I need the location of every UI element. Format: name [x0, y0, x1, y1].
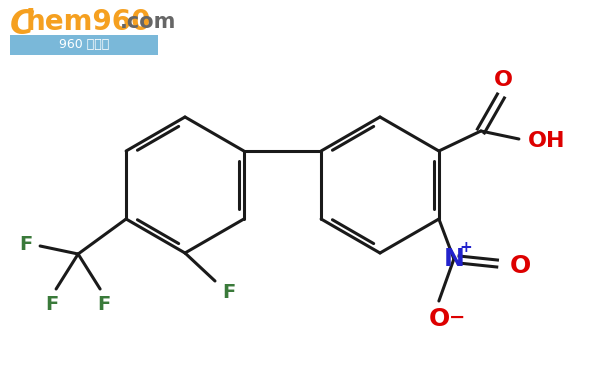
Text: F: F: [19, 234, 33, 254]
Text: O: O: [509, 254, 531, 278]
FancyBboxPatch shape: [10, 35, 158, 55]
Text: .com: .com: [120, 12, 177, 32]
Text: +: +: [460, 240, 473, 255]
Text: O: O: [428, 307, 450, 331]
Text: OH: OH: [528, 131, 566, 151]
Text: F: F: [45, 294, 59, 314]
Text: C: C: [10, 8, 34, 41]
Text: F: F: [97, 294, 111, 314]
Text: hem960: hem960: [26, 8, 151, 36]
Text: 960 化工网: 960 化工网: [59, 39, 109, 51]
Text: −: −: [449, 308, 465, 327]
Text: N: N: [443, 247, 464, 271]
Text: O: O: [494, 70, 512, 90]
Text: F: F: [223, 284, 235, 303]
